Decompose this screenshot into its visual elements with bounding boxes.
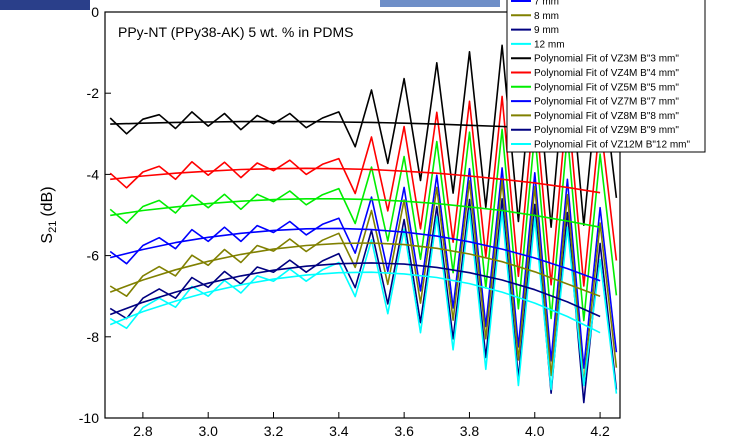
legend-label: 12 mm — [534, 39, 565, 50]
y-axis-label: S21 (dB) — [39, 186, 59, 243]
y-label: S — [39, 233, 56, 244]
y-tick-label: -10 — [79, 410, 99, 426]
x-tick-label: 4.2 — [590, 423, 610, 439]
legend-label: Polynomial Fit of VZ4M B"4 mm" — [534, 68, 679, 79]
legend-label: 7 mm — [534, 0, 559, 8]
y-tick-label: -8 — [87, 329, 100, 345]
data-line — [109, 209, 618, 394]
legend-label: Polynomial Fit of VZ8M B"8 mm" — [534, 111, 679, 122]
fit-line — [109, 262, 601, 318]
y-tick-label: 0 — [91, 4, 99, 20]
y-label-sub: 21 — [47, 221, 59, 233]
legend-box — [506, 0, 706, 153]
y-tick-label: -6 — [87, 248, 100, 264]
y-tick-label: -2 — [87, 85, 100, 101]
fit-line — [110, 227, 601, 282]
fit-line — [109, 242, 601, 297]
legend-label: Polynomial Fit of VZ7M B"7 mm" — [534, 97, 679, 108]
data-line — [109, 198, 618, 404]
legend-label: 8 mm — [534, 11, 559, 22]
header-strip — [380, 0, 500, 7]
y-label-unit: (dB) — [39, 186, 56, 216]
fit-line — [110, 167, 601, 194]
legend: 7 mm 8 mm 9 mm 12 mm Polynomial Fit of VZ3M … — [506, 0, 706, 153]
data-line — [109, 167, 618, 369]
x-tick-label: 3.4 — [329, 423, 349, 439]
legend-label: Polynomial Fit of VZ9M B"9 mm" — [534, 125, 679, 136]
x-tick-label: 3.2 — [264, 423, 284, 439]
legend-label: 9 mm — [534, 25, 559, 36]
legend-label: Polynomial Fit of VZ12M B"12 mm" — [534, 140, 690, 151]
fit-line — [109, 271, 601, 334]
y-tick-label: -4 — [87, 166, 100, 182]
x-tick-label: 3.8 — [460, 423, 480, 439]
header-strip — [0, 0, 90, 10]
annotation: PPy-NT (PPy38-AK) 5 wt. % in PDMS — [118, 24, 353, 40]
legend-label: Polynomial Fit of VZ3M B"3 mm" — [534, 54, 679, 65]
fit-line — [110, 198, 601, 228]
axes: 0 -2 -4 -6 -8 -10 2.8 3.0 3.2 3.4 3.6 3.8 4.0 4.2 — [79, 4, 610, 439]
x-tick-label: 3.0 — [198, 423, 218, 439]
x-tick-label: 4.0 — [525, 423, 545, 439]
x-tick-label: 2.8 — [133, 423, 153, 439]
data-line — [109, 128, 618, 322]
legend-label: Polynomial Fit of VZ5M B"5 mm" — [534, 82, 679, 93]
x-tick-label: 3.6 — [394, 423, 414, 439]
